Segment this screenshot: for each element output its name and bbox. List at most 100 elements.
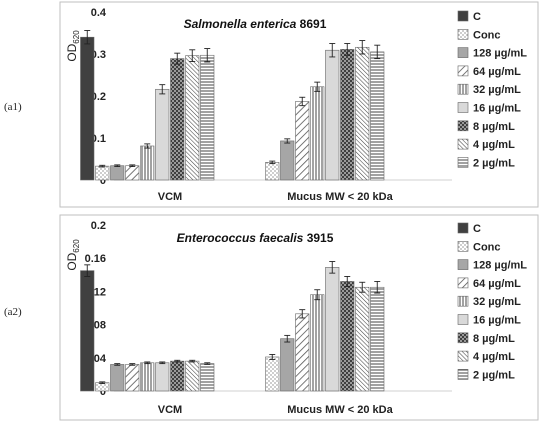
legend-swatch [457,47,469,58]
bar [295,313,310,392]
chart-title: Enterococcus faecalis 3915 [177,231,334,245]
legend-label: 8 µg/mL [473,333,515,345]
y-tick-label: 0.2 [91,220,106,232]
y-tick-label: 0 [100,386,106,398]
legend-swatch [457,102,469,113]
bar [80,36,95,181]
bar [370,286,385,392]
bar [155,88,170,181]
legend-swatch [457,120,469,132]
panel-label: (a2) [4,306,22,318]
bar [170,58,185,181]
bar [340,49,355,181]
legend: C Conc 128 µg/mL 64 µg/mL 32 µg/mL 16 µg/mL 8 … [457,10,527,169]
bar [140,362,155,392]
bar [95,165,110,181]
legend-label: 8 µg/mL [473,121,515,133]
bar [280,140,295,181]
bar [125,364,140,392]
legend-swatch [457,157,469,168]
bar [110,165,125,181]
legend-label: 64 µg/mL [473,66,521,78]
bar [155,362,170,392]
chart-title-species: Enterococcus faecalis [177,231,304,245]
legend-swatch [457,83,469,95]
x-category-label: Mucus MW < 20 kDa [287,191,393,203]
chart-title-strain: 3915 [307,231,334,245]
plot-area: 0 0.1 0.2 0.3 0.4 VCM Mucus MW < 20 kDa [80,7,452,203]
y-tick-label: 0.1 [91,133,106,145]
legend-swatch [457,350,469,362]
chart-title: Salmonella enterica 8691 [184,17,327,31]
bar [185,360,200,392]
bar [325,267,340,392]
legend-label: Conc [473,29,501,41]
legend-swatch [457,295,469,307]
y-axis-label-main: OD [65,252,79,270]
legend-label: 4 µg/mL [473,139,515,151]
legend-swatch [457,369,469,380]
legend-swatch [457,241,469,252]
chart-panel-a1: (a1) Salmonella enterica 8691 OD620 0 0.1… [4,1,539,208]
chart-title-species: Salmonella enterica [184,17,297,31]
bar [310,86,325,181]
bar [110,364,125,392]
bar [125,165,140,181]
bar [325,49,340,181]
legend-swatch [457,28,469,40]
y-axis-label-main: OD [65,43,79,61]
legend-swatch [457,314,469,325]
y-tick-label: 0.2 [91,91,106,103]
bar [355,286,370,392]
legend-swatch [457,10,469,22]
legend-label: 16 µg/mL [473,315,521,327]
legend-label: 2 µg/mL [473,157,515,169]
legend-label: C [473,11,481,23]
legend-swatch [457,277,469,289]
bar [340,281,355,392]
bar [140,145,155,181]
y-tick-label: 0 [100,175,106,187]
chart-panel-a2: (a2) Enterococcus faecalis 3915 OD620 0 0… [4,214,539,421]
panel-label: (a1) [4,101,22,113]
legend-label: 32 µg/mL [473,84,521,96]
x-category-label: VCM [158,191,182,203]
legend-label: C [473,223,481,235]
y-axis-label-sub: 620 [72,239,81,253]
legend-swatch [457,259,469,270]
bar [185,55,200,181]
bar [200,54,215,181]
bar [265,356,280,392]
legend-label: Conc [473,241,501,253]
y-axis-label: OD620 [65,30,81,62]
bar [170,360,185,392]
bar [280,338,295,392]
legend-label: 128 µg/mL [473,48,527,60]
bar [370,51,385,181]
y-axis-label: OD620 [65,239,81,271]
x-category-label: Mucus MW < 20 kDa [287,404,393,416]
y-tick-label: 0.3 [91,49,106,61]
legend-swatch [457,332,469,344]
y-axis-label-sub: 620 [72,30,81,44]
legend-label: 16 µg/mL [473,103,521,115]
legend-swatch [457,65,469,77]
legend-label: 32 µg/mL [473,296,521,308]
bar [310,294,325,392]
legend-swatch [457,138,469,150]
bar [80,270,95,392]
legend-label: 64 µg/mL [473,278,521,290]
bar [200,363,215,392]
bar [265,162,280,181]
bar [295,101,310,181]
x-category-label: VCM [158,404,182,416]
legend-label: 128 µg/mL [473,260,527,272]
legend-label: 4 µg/mL [473,351,515,363]
y-tick-label: 0.16 [85,253,106,265]
y-tick-label: 0.4 [91,7,107,19]
chart-title-strain: 8691 [300,17,327,31]
legend-label: 2 µg/mL [473,369,515,381]
legend: C Conc 128 µg/mL 64 µg/mL 32 µg/mL 16 µg/mL 8 … [457,222,527,381]
